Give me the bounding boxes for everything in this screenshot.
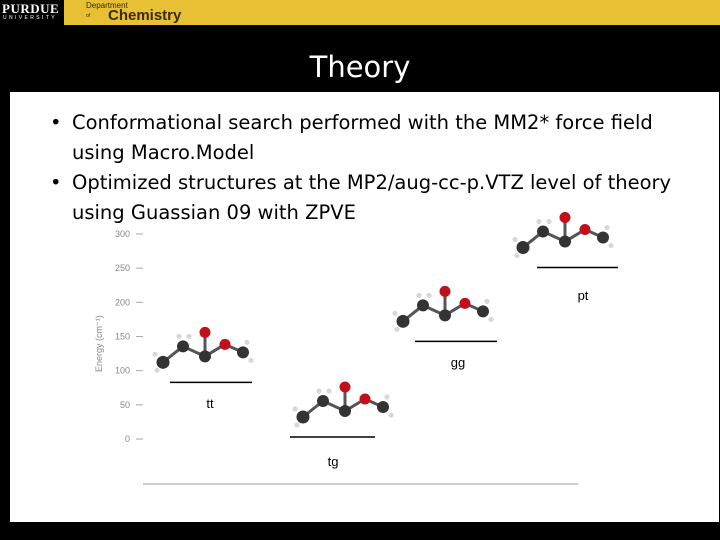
hydrogen-atom (484, 298, 490, 304)
molecule-group (152, 212, 614, 428)
oxygen-atom (579, 224, 591, 236)
oxygen-atom (559, 212, 571, 224)
carbon-atom (597, 231, 609, 244)
dept-line1: Department (86, 1, 128, 10)
hydrogen-atom (488, 316, 494, 322)
hydrogen-atom (316, 388, 322, 394)
oxygen-atom (459, 297, 471, 309)
hydrogen-atom (388, 412, 394, 418)
oxygen-atom (339, 381, 351, 393)
carbon-atom (156, 355, 170, 369)
hydrogen-atom (512, 236, 518, 243)
purdue-logo-word: PURDUE (2, 1, 60, 16)
y-tick-label: 300 (115, 229, 130, 239)
level-label-pt: pt (578, 288, 589, 303)
carbon-atom (199, 350, 211, 363)
hydrogen-atom (244, 339, 250, 345)
carbon-atom (559, 235, 571, 248)
hydrogen-atom (392, 310, 398, 316)
hydrogen-atom (416, 292, 422, 298)
y-tick-label: 250 (115, 263, 130, 273)
carbon-atom (177, 340, 189, 353)
slide-title: Theory (309, 50, 411, 84)
y-axis-label: Energy (cm⁻¹) (94, 315, 104, 372)
purdue-logo: PURDUE UNIVERSITY (0, 0, 65, 24)
dept-line3: Chemistry (108, 7, 182, 24)
level-group: tt tg gg pt (170, 266, 618, 469)
carbon-atom (439, 309, 451, 322)
footer-bar (0, 522, 720, 540)
y-tick-label: 100 (115, 366, 130, 376)
y-tick-group: 300 250 200 150 100 50 0 (115, 229, 143, 444)
dept-line2: of (86, 13, 91, 19)
hydrogen-atom (426, 292, 432, 298)
oxygen-atom (439, 285, 451, 297)
hydrogen-atom (326, 388, 332, 394)
y-tick-label: 0 (125, 434, 130, 444)
y-tick-label: 50 (120, 400, 130, 410)
carbon-atom (396, 314, 410, 328)
hydrogen-atom (536, 218, 542, 225)
hydrogen-atom (546, 218, 552, 225)
carbon-atom (417, 299, 429, 312)
hydrogen-atom (294, 422, 300, 428)
hydrogen-atom (154, 367, 160, 373)
carbon-atom (537, 225, 549, 238)
hydrogen-atom (608, 242, 614, 249)
carbon-atom (516, 241, 530, 255)
carbon-atom (237, 346, 249, 359)
department-logo: Department of Chemistry (64, 0, 720, 25)
hydrogen-atom (384, 394, 390, 400)
carbon-atom (339, 405, 351, 417)
hydrogen-atom (514, 252, 520, 259)
hydrogen-atom (152, 351, 158, 357)
y-tick-label: 150 (115, 332, 130, 342)
level-label-tg: tg (328, 454, 339, 469)
y-tick-label: 200 (115, 297, 130, 307)
bullet-text: Conformational search performed with the… (72, 111, 653, 164)
hydrogen-atom (394, 326, 400, 332)
oxygen-atom (219, 338, 231, 350)
slide-content: • Conformational search performed with th… (10, 92, 719, 522)
bullet-item: • Optimized structures at the MP2/aug-cc-… (50, 171, 672, 224)
carbon-atom (477, 305, 489, 318)
carbon-atom (377, 401, 389, 413)
bullet-item: • Conformational search performed with th… (50, 111, 653, 164)
oxygen-atom (359, 393, 371, 405)
oxygen-atom (199, 326, 211, 338)
level-label-gg: gg (451, 355, 465, 370)
hydrogen-atom (248, 357, 254, 363)
hydrogen-atom (186, 333, 192, 339)
hydrogen-atom (176, 333, 182, 339)
hydrogen-atom (604, 224, 610, 231)
bullet-text: Optimized structures at the MP2/aug-cc-p… (72, 171, 672, 224)
purdue-logo-sub: UNIVERSITY (3, 15, 58, 21)
level-label-tt: tt (206, 396, 214, 411)
carbon-atom (296, 410, 310, 424)
carbon-atom (317, 395, 329, 407)
bullet-list: • Conformational search performed with th… (50, 108, 690, 228)
hydrogen-atom (292, 406, 298, 412)
